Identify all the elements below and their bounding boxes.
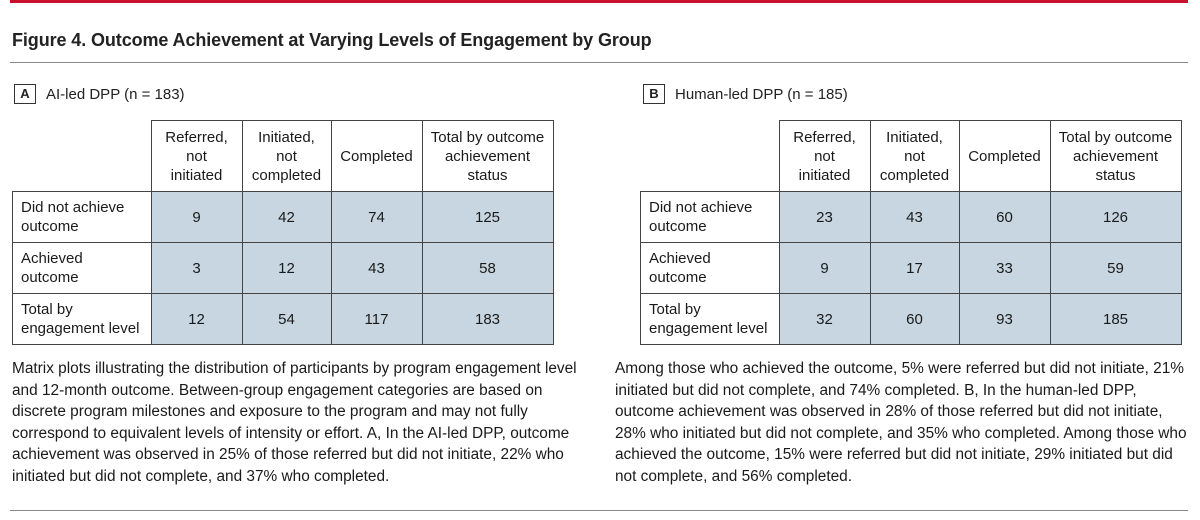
column-header: Initiated, not completed	[869, 120, 960, 192]
row-label: Achieved outcome	[12, 242, 152, 294]
row-label: Total by engagement level	[12, 293, 152, 345]
top-accent-rule	[10, 0, 1188, 3]
panel-a-matrix: Referred, not initiated Initiated, not compl…	[12, 120, 554, 345]
panel-b-matrix: Referred, not initiated Initiated, not compl…	[640, 120, 1182, 345]
table-row: Did not achieve outcome 23 43 60 126	[640, 191, 1182, 243]
column-header: Completed	[330, 120, 423, 192]
panel-a-letter: A	[14, 84, 36, 104]
matrix-cell: 17	[869, 242, 960, 294]
panel-b-label: B Human-led DPP (n = 185)	[643, 84, 848, 104]
corner-cell	[12, 120, 152, 192]
matrix-cell: 183	[421, 293, 554, 345]
matrix-cell: 185	[1049, 293, 1182, 345]
header-row: Referred, not initiated Initiated, not compl…	[12, 120, 554, 192]
matrix-cell: 42	[241, 191, 332, 243]
caption-right: Among those who achieved the outcome, 5%…	[615, 360, 1187, 485]
panel-b-letter: B	[643, 84, 665, 104]
panel-b-title: Human-led DPP (n = 185)	[675, 85, 848, 103]
column-header: Referred, not initiated	[778, 120, 871, 192]
panel-a-title: AI-led DPP (n = 183)	[46, 85, 185, 103]
row-label: Total by engagement level	[640, 293, 780, 345]
matrix-cell: 126	[1049, 191, 1182, 243]
matrix-cell: 59	[1049, 242, 1182, 294]
column-header: Total by outcome achievement status	[421, 120, 554, 192]
matrix-cell: 9	[150, 191, 243, 243]
header-row: Referred, not initiated Initiated, not compl…	[640, 120, 1182, 192]
table-row: Total by engagement level 32 60 93 185	[640, 293, 1182, 345]
row-label: Did not achieve outcome	[12, 191, 152, 243]
column-header: Completed	[958, 120, 1051, 192]
matrix-cell: 54	[241, 293, 332, 345]
figure-title: Figure 4. Outcome Achievement at Varying…	[12, 30, 652, 50]
matrix-cell: 9	[778, 242, 871, 294]
matrix-cell: 12	[241, 242, 332, 294]
matrix-cell: 23	[778, 191, 871, 243]
matrix-cell: 93	[958, 293, 1051, 345]
column-header: Referred, not initiated	[150, 120, 243, 192]
matrix-cell: 12	[150, 293, 243, 345]
row-label: Did not achieve outcome	[640, 191, 780, 243]
table-row: Achieved outcome 9 17 33 59	[640, 242, 1182, 294]
bottom-divider	[10, 510, 1188, 511]
matrix-cell: 117	[330, 293, 423, 345]
matrix-cell: 43	[330, 242, 423, 294]
column-header: Initiated, not completed	[241, 120, 332, 192]
corner-cell	[640, 120, 780, 192]
table-row: Did not achieve outcome 9 42 74 125	[12, 191, 554, 243]
matrix-cell: 58	[421, 242, 554, 294]
row-label: Achieved outcome	[640, 242, 780, 294]
matrix-cell: 33	[958, 242, 1051, 294]
title-divider	[10, 62, 1188, 63]
matrix-cell: 74	[330, 191, 423, 243]
column-header: Total by outcome achievement status	[1049, 120, 1182, 192]
caption-left: Matrix plots illustrating the distributi…	[12, 360, 577, 485]
matrix-cell: 32	[778, 293, 871, 345]
matrix-cell: 60	[958, 191, 1051, 243]
matrix-cell: 125	[421, 191, 554, 243]
matrix-cell: 3	[150, 242, 243, 294]
table-row: Total by engagement level 12 54 117 183	[12, 293, 554, 345]
matrix-cell: 60	[869, 293, 960, 345]
matrix-cell: 43	[869, 191, 960, 243]
table-row: Achieved outcome 3 12 43 58	[12, 242, 554, 294]
panel-a-label: A AI-led DPP (n = 183)	[14, 84, 185, 104]
